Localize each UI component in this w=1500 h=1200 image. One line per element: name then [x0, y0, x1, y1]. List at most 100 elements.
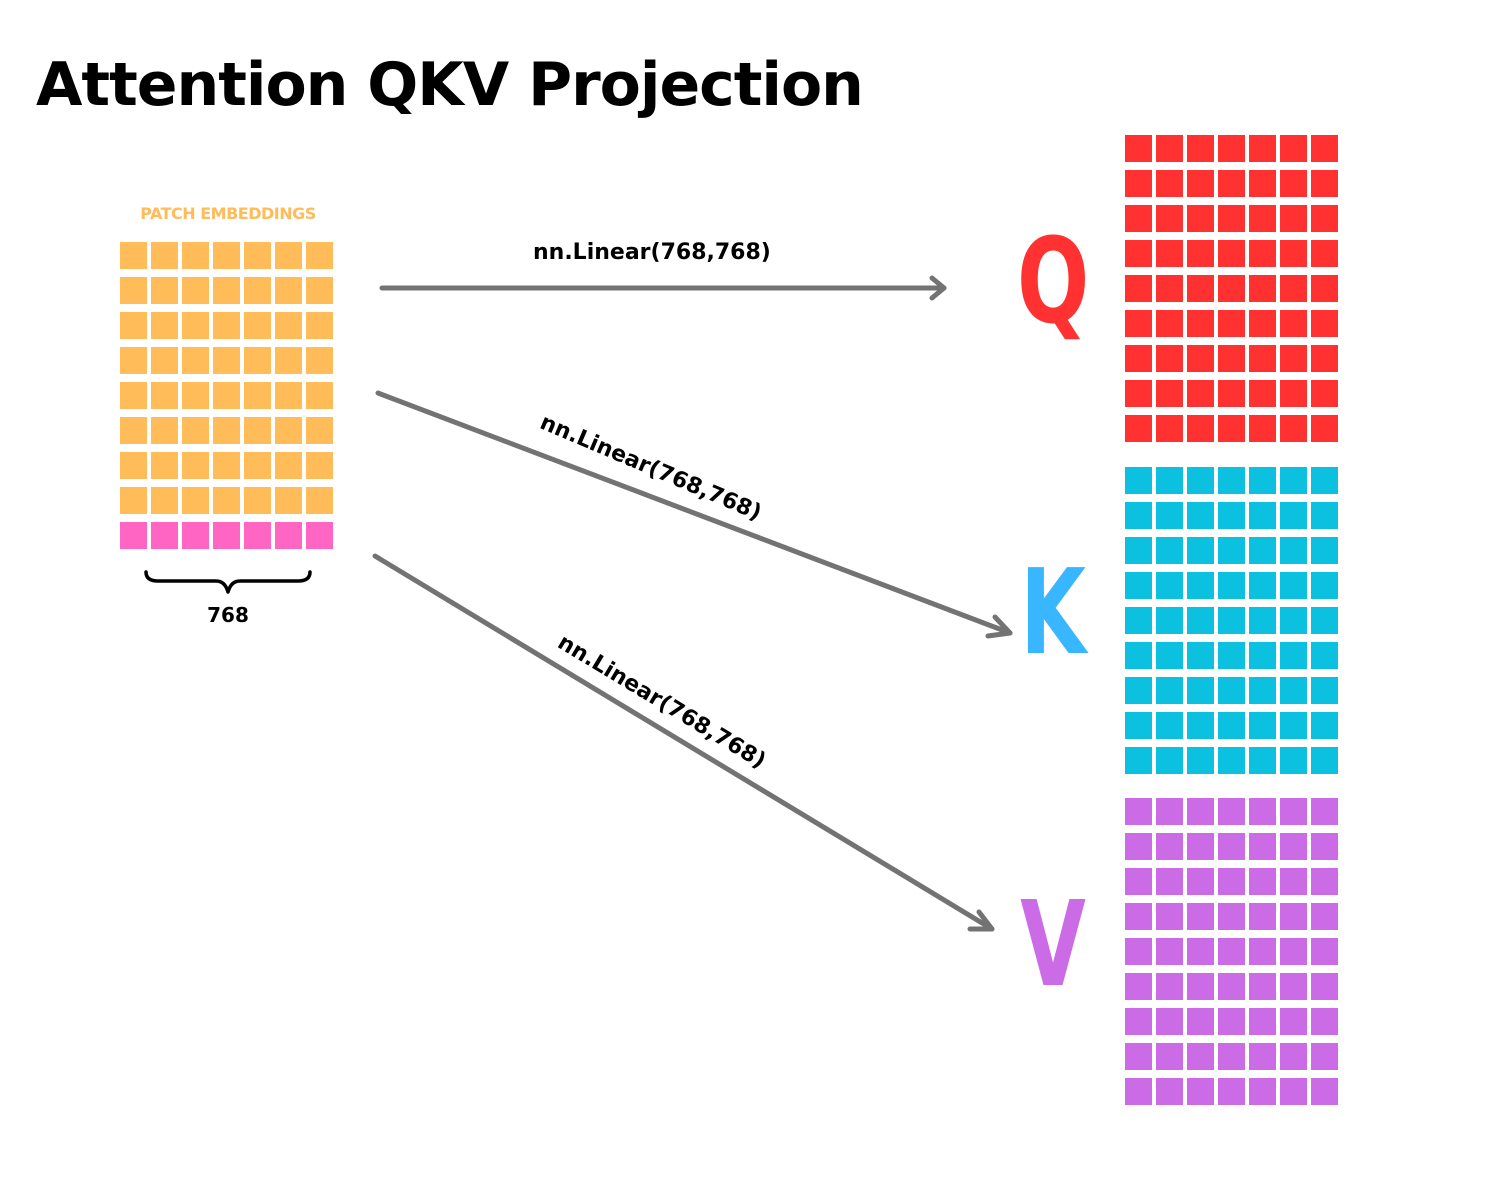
q-matrix-cell: [1249, 380, 1276, 407]
v-matrix-cell: [1249, 868, 1276, 895]
embedding-cell: [151, 312, 178, 339]
v-matrix-cell: [1249, 973, 1276, 1000]
embedding-cell: [306, 277, 333, 304]
v-matrix-cell: [1156, 833, 1183, 860]
q-matrix-cell: [1156, 205, 1183, 232]
embedding-cell: [275, 347, 302, 374]
embedding-cell: [275, 452, 302, 479]
q-matrix-cell: [1156, 415, 1183, 442]
linear-label-q: nn.Linear(768,768): [533, 240, 771, 265]
k-matrix-cell: [1249, 747, 1276, 774]
embedding-cell: [244, 347, 271, 374]
embedding-cell: [120, 487, 147, 514]
v-matrix-cell: [1311, 903, 1338, 930]
q-matrix-cell: [1156, 275, 1183, 302]
k-matrix-cell: [1156, 642, 1183, 669]
q-matrix-cell: [1280, 310, 1307, 337]
embedding-cell: [213, 242, 240, 269]
k-matrix-cell: [1187, 572, 1214, 599]
k-matrix-cell: [1156, 677, 1183, 704]
v-matrix-cell: [1218, 798, 1245, 825]
k-matrix-cell: [1125, 607, 1152, 634]
v-matrix-cell: [1249, 833, 1276, 860]
embedding-cell: [213, 312, 240, 339]
q-matrix-cell: [1249, 310, 1276, 337]
embedding-cell: [182, 347, 209, 374]
embedding-cell: [182, 417, 209, 444]
k-matrix-cell: [1249, 607, 1276, 634]
q-matrix-cell: [1280, 135, 1307, 162]
v-matrix-cell: [1311, 833, 1338, 860]
q-matrix-cell: [1187, 415, 1214, 442]
k-matrix-cell: [1280, 712, 1307, 739]
v-matrix-cell: [1125, 1008, 1152, 1035]
v-matrix-cell: [1125, 903, 1152, 930]
q-matrix-cell: [1187, 310, 1214, 337]
q-matrix-cell: [1187, 205, 1214, 232]
q-matrix-cell: [1280, 240, 1307, 267]
q-matrix-cell: [1125, 275, 1152, 302]
k-matrix-cell: [1187, 747, 1214, 774]
k-matrix-cell: [1280, 677, 1307, 704]
embedding-cell: [151, 347, 178, 374]
embedding-cell: [151, 487, 178, 514]
k-matrix-cell: [1311, 642, 1338, 669]
embedding-cell: [306, 347, 333, 374]
embedding-cell: [120, 522, 147, 549]
v-matrix-cell: [1280, 1078, 1307, 1105]
v-matrix-cell: [1187, 1043, 1214, 1070]
q-matrix-cell: [1311, 240, 1338, 267]
embedding-cell: [182, 452, 209, 479]
q-matrix-cell: [1125, 345, 1152, 372]
embedding-cell: [182, 242, 209, 269]
q-matrix-cell: [1280, 415, 1307, 442]
embedding-cell: [275, 277, 302, 304]
q-matrix-cell: [1125, 310, 1152, 337]
q-matrix-cell: [1218, 380, 1245, 407]
embedding-cell: [244, 277, 271, 304]
q-matrix-cell: [1125, 240, 1152, 267]
k-matrix-cell: [1156, 502, 1183, 529]
embedding-cell: [275, 242, 302, 269]
k-matrix-cell: [1187, 642, 1214, 669]
v-matrix-cell: [1280, 938, 1307, 965]
k-matrix-cell: [1218, 677, 1245, 704]
k-matrix-cell: [1311, 572, 1338, 599]
embedding-cell: [275, 312, 302, 339]
q-matrix-cell: [1156, 240, 1183, 267]
query-matrix-grid: [1125, 135, 1338, 442]
v-matrix-cell: [1280, 1043, 1307, 1070]
v-matrix-cell: [1156, 1078, 1183, 1105]
q-matrix-cell: [1218, 205, 1245, 232]
embedding-cell: [120, 452, 147, 479]
v-matrix-cell: [1311, 938, 1338, 965]
embedding-cell: [244, 487, 271, 514]
k-matrix-cell: [1125, 572, 1152, 599]
embedding-cell: [182, 487, 209, 514]
embedding-cell: [275, 487, 302, 514]
k-matrix-cell: [1125, 537, 1152, 564]
q-matrix-cell: [1280, 345, 1307, 372]
k-matrix-cell: [1280, 537, 1307, 564]
embedding-cell: [151, 382, 178, 409]
k-matrix-cell: [1156, 467, 1183, 494]
q-matrix-cell: [1187, 345, 1214, 372]
v-matrix-cell: [1311, 973, 1338, 1000]
value-matrix-grid: [1125, 798, 1338, 1105]
v-matrix-cell: [1125, 798, 1152, 825]
v-matrix-cell: [1311, 868, 1338, 895]
v-matrix-cell: [1156, 868, 1183, 895]
k-matrix-cell: [1125, 502, 1152, 529]
embedding-cell: [306, 417, 333, 444]
v-matrix-cell: [1187, 1008, 1214, 1035]
v-matrix-cell: [1187, 798, 1214, 825]
k-matrix-cell: [1187, 502, 1214, 529]
k-matrix-cell: [1218, 712, 1245, 739]
q-matrix-cell: [1218, 135, 1245, 162]
embedding-cell: [244, 417, 271, 444]
k-matrix-cell: [1280, 502, 1307, 529]
k-matrix-cell: [1311, 747, 1338, 774]
q-matrix-cell: [1280, 205, 1307, 232]
q-matrix-cell: [1218, 415, 1245, 442]
